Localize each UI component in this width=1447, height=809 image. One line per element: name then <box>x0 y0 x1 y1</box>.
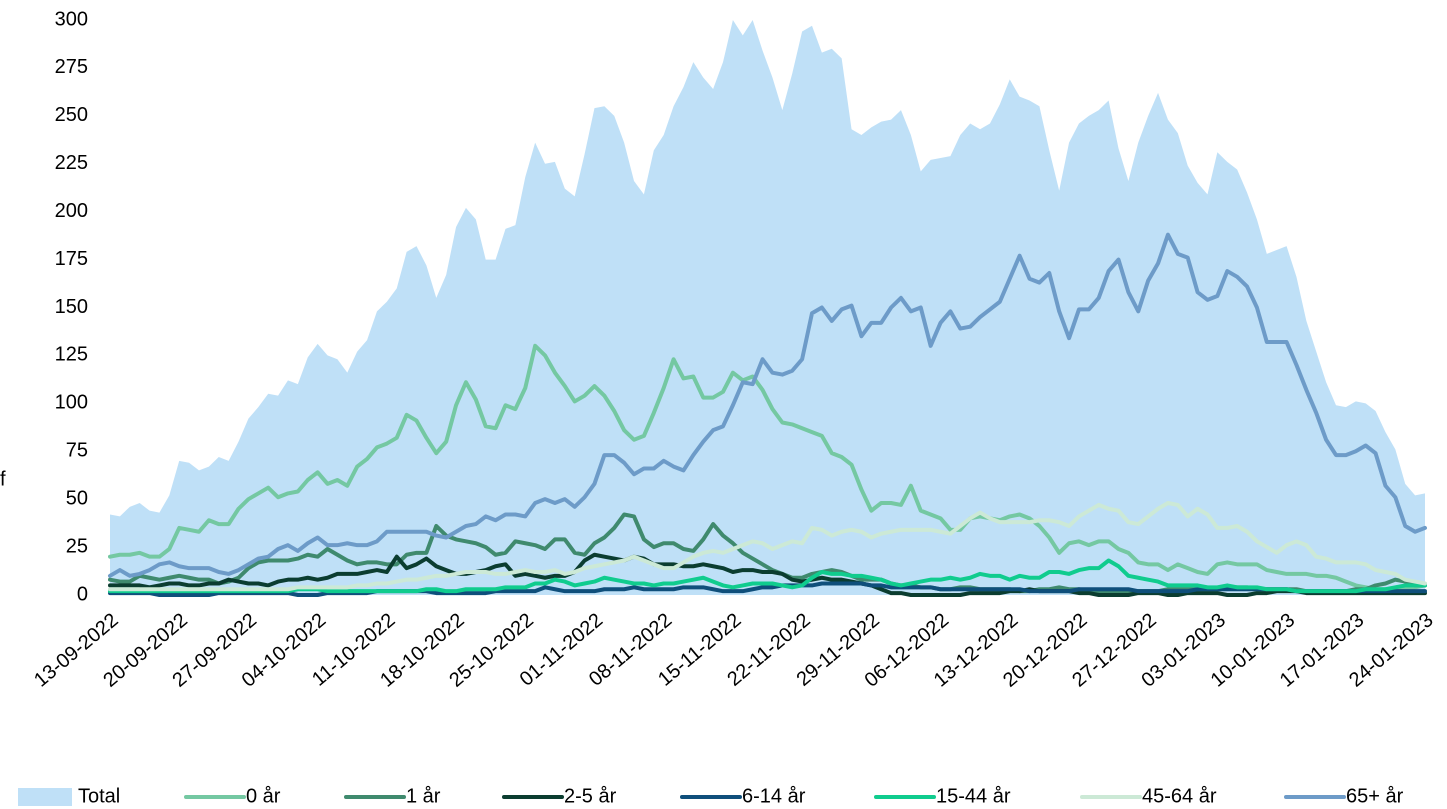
line <box>108 501 1427 592</box>
legend-item: 2-5 år <box>502 785 617 807</box>
line <box>108 558 1427 594</box>
legend-item: 15-44 år <box>874 785 1011 807</box>
legend-label: 0 år <box>246 785 281 807</box>
legend-item: 6-14 år <box>680 785 806 807</box>
y-tick-label: 175 <box>55 248 88 270</box>
y-tick-label: 0 <box>77 583 88 605</box>
legend-label: 2-5 år <box>564 785 617 807</box>
y-tick-label: 225 <box>55 152 88 174</box>
legend-item: 1 år <box>344 785 441 807</box>
legend-item: 45-64 år <box>1080 785 1217 807</box>
legend-item: 65+ år <box>1284 785 1404 807</box>
y-tick-label: 100 <box>55 392 88 414</box>
y-tick-label: 275 <box>55 56 88 78</box>
legend-label: 15-44 år <box>936 785 1011 807</box>
legend-label: 45-64 år <box>1142 785 1217 807</box>
y-tick-label: 125 <box>55 344 88 366</box>
area <box>110 20 1425 595</box>
legend-label: Total <box>78 785 120 807</box>
y-tick-label: 50 <box>66 487 88 509</box>
line <box>108 343 1427 592</box>
legend-label: 65+ år <box>1346 785 1404 807</box>
y-tick-label: 200 <box>55 200 88 222</box>
y-tick-label: 300 <box>55 8 88 30</box>
legend-item: 0 år <box>184 785 281 807</box>
y-tick-label: 75 <box>66 440 88 462</box>
legend-label: 6-14 år <box>742 785 806 807</box>
line <box>108 232 1427 578</box>
legend-item: Total <box>18 785 120 807</box>
y-axis-label: f <box>0 468 6 490</box>
y-tick-label: 150 <box>55 296 88 318</box>
y-tick-label: 250 <box>55 104 88 126</box>
legend-label: 1 år <box>406 785 441 807</box>
y-tick-label: 25 <box>66 535 88 557</box>
legend-swatch <box>18 788 72 806</box>
line <box>108 552 1427 597</box>
